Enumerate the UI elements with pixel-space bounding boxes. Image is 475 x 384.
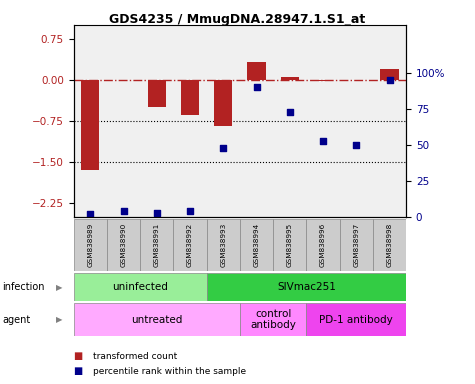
Text: GSM838994: GSM838994 bbox=[254, 223, 259, 267]
Bar bbox=[140, 219, 173, 271]
Point bbox=[120, 208, 127, 214]
Text: uninfected: uninfected bbox=[112, 282, 168, 292]
Bar bbox=[81, 80, 99, 170]
Bar bbox=[373, 219, 406, 271]
Text: GSM838991: GSM838991 bbox=[154, 223, 160, 267]
Text: SIVmac251: SIVmac251 bbox=[277, 282, 336, 292]
Text: GSM838998: GSM838998 bbox=[387, 223, 392, 267]
Bar bbox=[247, 62, 266, 80]
Point bbox=[352, 142, 360, 148]
Text: ▶: ▶ bbox=[56, 315, 63, 324]
Text: GSM838995: GSM838995 bbox=[287, 223, 293, 267]
Bar bbox=[273, 219, 306, 271]
Text: PD-1 antibody: PD-1 antibody bbox=[319, 314, 393, 325]
Point bbox=[386, 77, 393, 83]
Bar bbox=[281, 77, 299, 80]
Bar bbox=[214, 80, 232, 126]
Text: ■: ■ bbox=[74, 351, 83, 361]
Point bbox=[186, 208, 194, 214]
Bar bbox=[148, 80, 166, 107]
Point bbox=[86, 211, 94, 217]
Point bbox=[219, 145, 227, 151]
Text: ■: ■ bbox=[74, 366, 83, 376]
Bar bbox=[107, 219, 140, 271]
Bar bbox=[314, 80, 332, 81]
Bar bbox=[380, 69, 399, 80]
Text: GSM838996: GSM838996 bbox=[320, 223, 326, 267]
Bar bbox=[240, 219, 273, 271]
Bar bbox=[240, 303, 306, 336]
Bar bbox=[173, 219, 207, 271]
Text: GDS4235 / MmugDNA.28947.1.S1_at: GDS4235 / MmugDNA.28947.1.S1_at bbox=[109, 13, 366, 26]
Point bbox=[253, 84, 260, 90]
Bar bbox=[74, 219, 107, 271]
Bar bbox=[181, 80, 199, 116]
Text: GSM838993: GSM838993 bbox=[220, 223, 226, 267]
Text: GSM838992: GSM838992 bbox=[187, 223, 193, 267]
Text: GSM838989: GSM838989 bbox=[87, 223, 93, 267]
Text: GSM838990: GSM838990 bbox=[121, 223, 126, 267]
Bar bbox=[207, 273, 406, 301]
Text: agent: agent bbox=[2, 314, 30, 325]
Text: ▶: ▶ bbox=[56, 283, 63, 291]
Text: GSM838997: GSM838997 bbox=[353, 223, 359, 267]
Text: percentile rank within the sample: percentile rank within the sample bbox=[93, 367, 246, 376]
Text: infection: infection bbox=[2, 282, 45, 292]
Point bbox=[153, 210, 161, 216]
Bar bbox=[306, 303, 406, 336]
Bar bbox=[74, 273, 207, 301]
Bar bbox=[74, 303, 240, 336]
Bar bbox=[207, 219, 240, 271]
Point bbox=[319, 137, 327, 144]
Bar bbox=[306, 219, 340, 271]
Text: transformed count: transformed count bbox=[93, 352, 177, 361]
Text: untreated: untreated bbox=[131, 314, 182, 325]
Point bbox=[286, 109, 294, 115]
Bar bbox=[340, 219, 373, 271]
Text: control
antibody: control antibody bbox=[250, 309, 296, 331]
